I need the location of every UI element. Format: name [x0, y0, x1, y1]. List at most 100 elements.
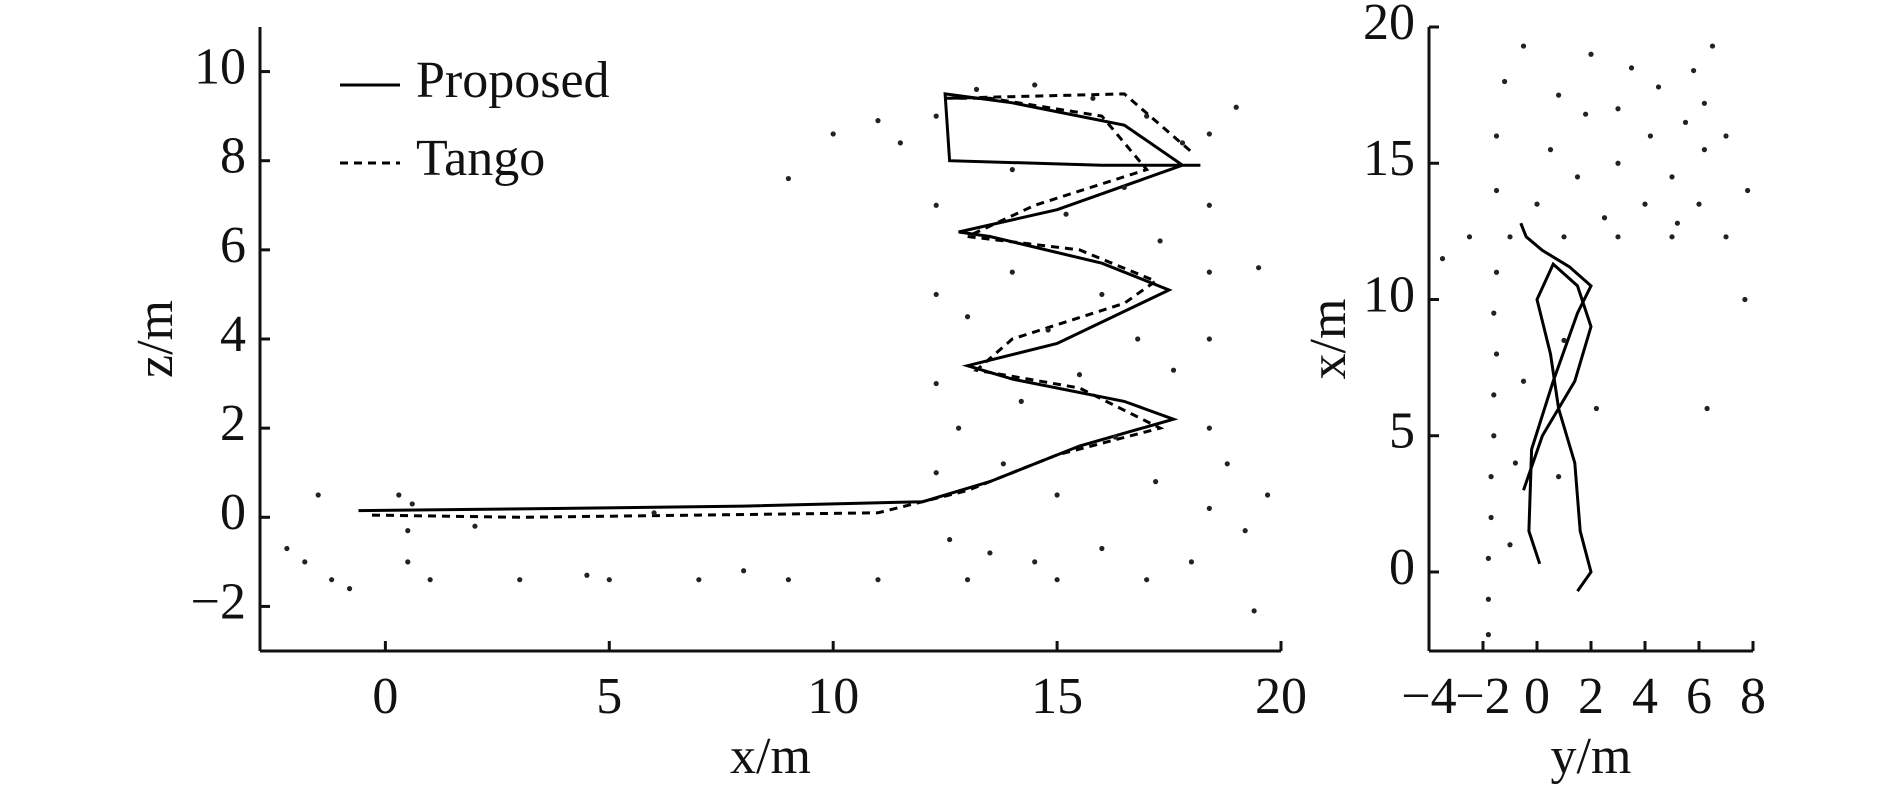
cloud-point [1491, 310, 1497, 316]
x-tick-label: 2 [1578, 668, 1604, 725]
cloud-point [1206, 505, 1212, 511]
cloud-point [405, 559, 411, 565]
cloud-point [1615, 106, 1621, 112]
cloud-point [606, 577, 612, 583]
cloud-point [1701, 100, 1707, 106]
cloud-point [1076, 372, 1083, 378]
cloud-point [1045, 327, 1051, 333]
x-tick-label: 0 [1524, 668, 1550, 725]
cloud-point [1256, 265, 1262, 271]
cloud-point [1655, 84, 1662, 90]
cloud-point [933, 380, 939, 387]
cloud-point [1561, 234, 1567, 240]
cloud-point [785, 577, 792, 583]
cloud-point [1188, 559, 1195, 565]
cloud-point [987, 550, 993, 556]
cloud-point [346, 586, 353, 592]
cloud-point [1206, 131, 1212, 137]
cloud-point [1206, 269, 1212, 275]
x-tick-label: 8 [1740, 668, 1766, 725]
y-tick-label: 5 [1389, 403, 1415, 460]
cloud-point [1018, 398, 1024, 404]
cloud-point [1593, 405, 1599, 412]
cloud-point [1242, 528, 1248, 534]
cloud-point [1233, 104, 1239, 110]
trajectory [358, 92, 1201, 513]
cloud-point [964, 314, 971, 320]
cloud-point [1493, 133, 1500, 139]
cloud-point [1063, 211, 1069, 217]
trajectory [1522, 261, 1593, 592]
cloud-point [1144, 577, 1150, 583]
trajectory [1519, 222, 1593, 565]
cloud-point [1745, 187, 1751, 194]
cloud-point [1009, 269, 1015, 275]
cloud-point [1723, 234, 1729, 240]
cloud-point [933, 291, 939, 298]
cloud-point [1561, 337, 1567, 343]
y-tick-label: 15 [1363, 130, 1415, 187]
y-axis-label: z/m [127, 300, 184, 378]
cloud-point [696, 577, 702, 583]
cloud-point [472, 523, 478, 529]
cloud-point [933, 202, 939, 208]
cloud-point [741, 568, 747, 574]
y-tick-label: 0 [1389, 539, 1415, 596]
x-axis-label: x/m [730, 728, 811, 785]
cloud-point [427, 577, 433, 583]
trajectory [371, 92, 1193, 519]
cloud-point [1674, 220, 1680, 226]
x-tick-label: 10 [807, 668, 859, 725]
cloud-point [1144, 113, 1150, 119]
cloud-point [1206, 336, 1212, 342]
cloud-point [1493, 269, 1500, 275]
cloud-point [1696, 201, 1702, 207]
cloud-point [1512, 460, 1518, 466]
cloud-point [785, 175, 792, 182]
legend-label: Proposed [416, 52, 610, 109]
cloud-point [964, 577, 971, 583]
cloud-point [1682, 119, 1689, 125]
cloud-point [584, 572, 590, 578]
cloud-point [1520, 378, 1527, 384]
cloud-point [897, 140, 903, 146]
cloud-point [302, 559, 308, 565]
cloud-point [329, 577, 335, 583]
x-tick-label: 4 [1632, 668, 1658, 725]
x-tick-label: 15 [1031, 668, 1083, 725]
cloud-point [1264, 492, 1271, 498]
cloud-point [396, 492, 402, 498]
cloud-point [1647, 133, 1653, 139]
cloud-point [1502, 78, 1508, 85]
cloud-point [947, 536, 953, 543]
cloud-point [1099, 291, 1105, 298]
cloud-point [1032, 559, 1038, 565]
cloud-point [1157, 238, 1163, 244]
cloud-point [1099, 545, 1105, 552]
cloud-point [1507, 234, 1513, 240]
cloud-point [1583, 111, 1589, 117]
cloud-point [1628, 65, 1635, 71]
cloud-point [1121, 184, 1127, 191]
cloud-point [1251, 608, 1257, 614]
cloud-point [1669, 234, 1675, 240]
cloud-point [1691, 67, 1697, 74]
cloud-point [1000, 461, 1006, 467]
x-tick-label: −4 [1401, 668, 1456, 725]
y-tick-label: 20 [1363, 0, 1415, 51]
cloud-point [1485, 555, 1491, 561]
cloud-point [1669, 174, 1675, 180]
cloud-point [1701, 147, 1707, 153]
cloud-point [1112, 434, 1118, 440]
cloud-point [1491, 392, 1497, 398]
cloud-point [1488, 474, 1494, 480]
cloud-point [405, 528, 411, 534]
cloud-point [1485, 632, 1491, 638]
cloud-point [1642, 201, 1648, 207]
cloud-point [1170, 367, 1177, 373]
cloud-point [955, 425, 962, 431]
cloud-point [933, 113, 939, 119]
cloud-point [1032, 82, 1038, 88]
cloud-point [1556, 474, 1562, 480]
